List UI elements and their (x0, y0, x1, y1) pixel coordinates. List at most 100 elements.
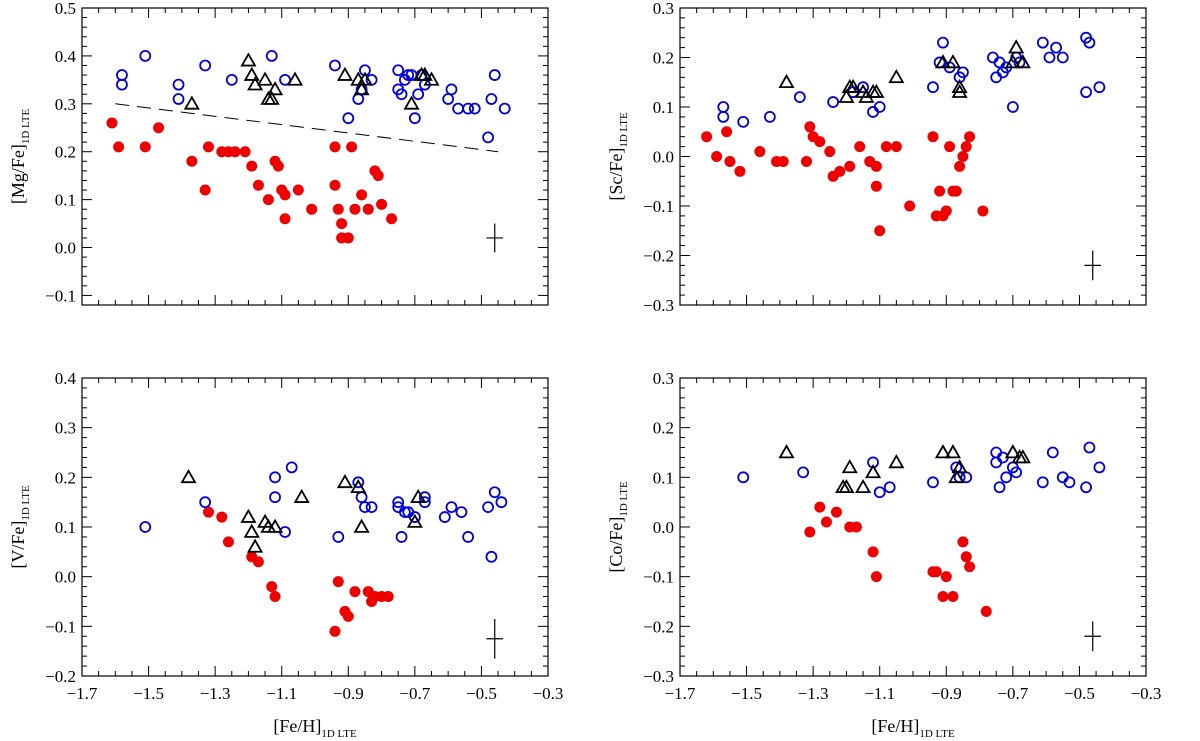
data-point-triangle (243, 66, 260, 81)
data-point-blue (285, 461, 298, 474)
data-point-red (202, 506, 214, 518)
data-point-blue (445, 501, 458, 514)
data-point-red (814, 136, 826, 148)
data-point-blue (398, 506, 411, 518)
data-point-red (139, 141, 151, 153)
data-point-red (349, 586, 361, 598)
data-point-triangle (410, 488, 427, 503)
data-point-red (279, 213, 291, 225)
data-point-blue (392, 64, 405, 77)
y-tick-label: 0.1 (55, 191, 76, 210)
data-point-triangle (838, 88, 855, 103)
data-point-triangle (951, 78, 968, 93)
y-tick-label: 0.1 (653, 98, 674, 117)
data-point-triangle (838, 478, 855, 494)
data-point-blue (455, 506, 468, 518)
data-point-red (930, 566, 942, 578)
data-point-blue (116, 78, 128, 91)
data-point-red (386, 213, 398, 225)
data-point-blue (438, 511, 451, 523)
data-point-red (874, 225, 886, 237)
data-point-red (272, 160, 284, 172)
data-point-red (332, 576, 344, 588)
data-point-blue (116, 69, 128, 81)
data-point-blue (355, 491, 368, 504)
data-point-blue (1010, 466, 1023, 479)
y-tick-label: 0.0 (653, 518, 674, 537)
y-tick-label: −0.1 (643, 197, 674, 216)
data-point-triangle (416, 66, 433, 81)
data-point-blue (365, 501, 378, 514)
data-point-red (834, 165, 846, 177)
x-axis-label-sub: 1D LTE (919, 728, 955, 740)
data-point-blue (279, 73, 291, 86)
data-point-blue (1046, 446, 1059, 459)
data-point-red (113, 141, 125, 153)
data-point-triangle (183, 95, 200, 110)
data-point-red (754, 146, 766, 158)
data-point-blue (172, 93, 185, 105)
data-point-red (734, 165, 746, 177)
y-tick-label: 0.2 (55, 468, 76, 487)
data-point-red (844, 160, 856, 172)
data-point-blue (332, 531, 345, 543)
data-point-triangle (350, 478, 367, 494)
data-point-blue (1093, 81, 1106, 94)
data-point-red (372, 170, 384, 182)
data-point-blue (883, 481, 896, 494)
data-point-red (711, 151, 723, 162)
data-point-triangle (403, 95, 420, 110)
data-point-red (800, 155, 812, 167)
data-point-blue (359, 64, 371, 77)
data-point-red (246, 160, 258, 172)
x-tick-label: −1.3 (200, 684, 231, 703)
y-axis-label: [Mg/Fe]1D LTE (8, 109, 32, 205)
y-tick-label: 0.2 (653, 419, 674, 438)
data-point-triangle (267, 518, 284, 533)
plot-frame (81, 377, 549, 677)
data-point-red (701, 131, 713, 143)
y-axis-label-sub: 1D LTE (20, 485, 32, 521)
data-point-red (252, 556, 264, 568)
data-point-blue (1043, 51, 1056, 64)
y-tick-label: −0.2 (643, 617, 674, 636)
data-point-triangle (263, 90, 280, 105)
data-point-red (957, 536, 969, 548)
data-point-triangle (406, 513, 423, 528)
data-point-triangle (1004, 54, 1021, 69)
data-point-blue (1080, 86, 1092, 99)
x-tick-label: −0.5 (466, 684, 497, 703)
data-point-red (186, 155, 198, 167)
plot-frame (81, 7, 549, 306)
data-point-red (306, 203, 318, 215)
data-point-triangle (267, 81, 284, 96)
y-axis-label-main: [V/Fe] (8, 521, 28, 569)
x-tick-label: −0.9 (333, 684, 364, 703)
data-point-triangle (1004, 444, 1021, 459)
data-point-triangle (356, 71, 373, 86)
data-point-blue (352, 476, 365, 489)
data-point-triangle (240, 52, 257, 67)
data-point-red (960, 141, 972, 153)
x-tick-label: −1.3 (798, 684, 829, 703)
data-point-blue (482, 131, 494, 144)
y-axis-label: [V/Fe]1D LTE (8, 485, 32, 569)
data-point-red (329, 179, 341, 191)
y-axis-label-main: [Co/Fe] (606, 517, 626, 573)
data-point-red (202, 141, 214, 153)
x-tick-label: −0.7 (399, 684, 430, 703)
data-point-blue (392, 496, 405, 509)
data-point-triangle (934, 444, 952, 459)
y-axis-label-main: [Sc/Fe] (606, 148, 626, 201)
x-axis-label: [Fe/H]1D LTE (273, 716, 357, 740)
y-tick-label: 0.2 (55, 143, 76, 162)
data-point-red (957, 151, 969, 162)
data-point-red (777, 155, 789, 167)
dashed-reference-line (115, 103, 499, 153)
data-point-red (944, 141, 956, 153)
data-point-blue (445, 83, 458, 96)
data-point-blue (265, 50, 278, 62)
data-point-triangle (951, 83, 968, 98)
data-point-blue (495, 496, 508, 509)
